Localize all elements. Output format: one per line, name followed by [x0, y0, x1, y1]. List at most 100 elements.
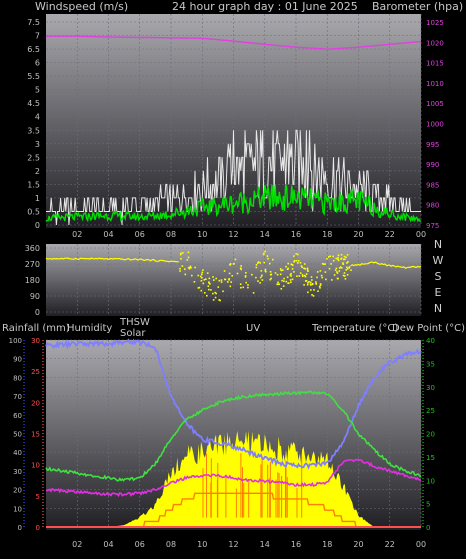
compass-label: N: [434, 238, 442, 251]
direction-point: [291, 268, 294, 270]
direction-point: [324, 271, 327, 273]
direction-point: [218, 299, 220, 301]
direction-point: [278, 283, 280, 285]
direction-point: [346, 254, 349, 256]
direction-point: [240, 268, 242, 271]
direction-point: [208, 277, 211, 280]
direction-point: [340, 257, 343, 260]
direction-point: [222, 290, 224, 293]
direction-point: [259, 262, 261, 264]
wind-ytick-label: 7.5: [27, 18, 40, 27]
direction-point: [319, 270, 322, 272]
thsw-axis-label: THSW: [119, 317, 150, 328]
direction-point: [252, 292, 255, 294]
direction-point: [342, 263, 344, 265]
direction-point: [264, 270, 267, 272]
direction-point: [208, 288, 210, 291]
direction-point: [287, 262, 289, 265]
direction-point: [348, 267, 350, 269]
direction-point: [321, 276, 324, 279]
direction-point: [200, 275, 202, 278]
direction-point: [336, 272, 339, 274]
direction-point: [204, 292, 206, 294]
wind-ytick-label: 7: [35, 32, 40, 41]
direction-point: [257, 262, 259, 264]
wind-ytick-label: 0.5: [27, 207, 40, 216]
baro-ytick-label: 1020: [426, 39, 444, 47]
direction-point: [346, 274, 349, 276]
direction-point: [325, 278, 327, 281]
direction-point: [293, 255, 295, 257]
direction-point: [295, 252, 297, 255]
wind-ytick-label: 5.5: [27, 72, 40, 81]
baro-ytick-label: 1015: [426, 60, 444, 68]
direction-point: [187, 251, 190, 254]
direction-point: [343, 258, 345, 261]
direction-point: [297, 253, 299, 256]
direction-point: [232, 263, 235, 265]
direction-point: [316, 271, 319, 273]
direction-point: [212, 299, 215, 301]
direction-point: [337, 256, 339, 259]
direction-point: [338, 267, 341, 269]
direction-point: [228, 279, 230, 281]
rain-ytick-label: 5: [36, 493, 40, 501]
temp-xtick-label: 18: [322, 540, 332, 549]
chart-title: 24 hour graph day : 01 June 2025: [172, 0, 358, 13]
direction-point: [270, 277, 272, 280]
wind-ytick-label: 6: [35, 59, 40, 68]
windspeed-axis-label: Windspeed (m/s): [35, 0, 128, 13]
direction-point: [247, 286, 249, 289]
direction-point: [290, 275, 292, 277]
direction-point: [304, 275, 307, 278]
direction-point: [245, 272, 247, 274]
direction-point: [279, 273, 282, 276]
direction-point: [189, 265, 192, 268]
direction-point: [229, 263, 232, 265]
direction-point: [179, 253, 182, 256]
direction-point: [282, 269, 284, 271]
direction-point: [333, 274, 336, 276]
direction-point: [346, 266, 348, 269]
temperature-series: [45, 390, 422, 482]
direction-point: [244, 275, 247, 277]
direction-point: [299, 272, 302, 274]
direction-point: [286, 276, 289, 278]
direction-point: [224, 278, 226, 281]
direction-point: [219, 299, 221, 302]
direction-point: [234, 258, 237, 261]
temp-xtick-label: 20: [353, 540, 363, 549]
wind-ytick-label: 5: [35, 86, 40, 95]
rain-ytick-label: 0: [36, 524, 40, 532]
direction-point: [303, 263, 306, 265]
temp-ytick-label: 40: [426, 337, 435, 345]
rain-ytick-label: 30: [31, 337, 40, 345]
direction-point: [255, 276, 257, 279]
direction-point: [229, 285, 232, 288]
direction-point: [187, 256, 190, 259]
direction-point: [194, 266, 196, 269]
direction-point: [344, 258, 346, 260]
direction-point: [259, 282, 261, 284]
direction-point: [239, 283, 242, 285]
direction-point: [299, 262, 302, 264]
temp-ytick-label: 0: [426, 524, 430, 532]
direction-point: [191, 274, 193, 277]
direction-point: [257, 261, 260, 263]
direction-point: [304, 280, 307, 282]
temp-ytick-label: 5: [426, 501, 430, 509]
wind-avg-series: [45, 183, 422, 223]
direction-point: [332, 255, 334, 258]
humidity-ytick-label: 0: [18, 524, 22, 532]
direction-point: [319, 287, 321, 289]
humidity-ytick-label: 90: [13, 356, 22, 364]
direction-point: [255, 266, 258, 269]
direction-point: [215, 277, 217, 280]
direction-point: [212, 292, 214, 295]
temp-xtick-label: 16: [291, 540, 301, 549]
direction-point: [287, 267, 289, 270]
humidity-ytick-label: 60: [13, 412, 22, 420]
direction-point: [236, 272, 239, 275]
